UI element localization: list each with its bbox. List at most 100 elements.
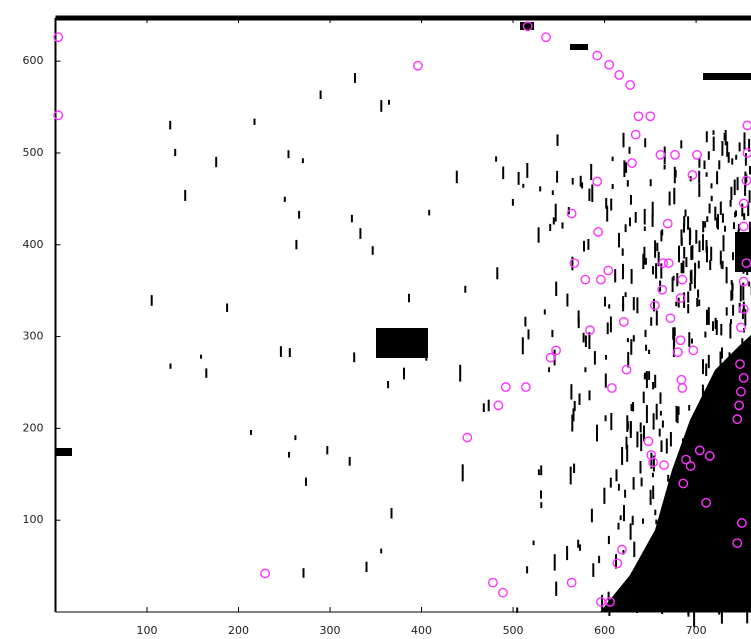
pixel-run	[348, 456, 351, 466]
corner-point	[53, 110, 64, 121]
corner-point	[585, 325, 595, 336]
pixel-run	[675, 301, 678, 307]
pixel-run	[464, 285, 467, 293]
pixel-run	[645, 590, 648, 605]
pixel-run	[643, 208, 646, 225]
pixel-run	[606, 205, 609, 222]
blob	[570, 44, 588, 50]
pixel-run	[428, 209, 431, 216]
pixel-run	[522, 183, 525, 188]
pixel-run	[721, 141, 724, 156]
corner-point	[630, 129, 641, 140]
pixel-run	[403, 367, 405, 380]
pixel-run	[697, 289, 700, 298]
pixel-run	[738, 523, 741, 541]
y-tick-label: 300	[23, 330, 44, 343]
pixel-run	[705, 406, 708, 413]
pixel-run	[748, 250, 751, 257]
pixel-run	[746, 607, 749, 624]
pixel-run	[630, 339, 633, 355]
pixel-run	[709, 581, 712, 596]
corner-point	[672, 347, 683, 358]
pixel-run	[664, 579, 667, 597]
pixel-run	[730, 431, 733, 446]
pixel-run	[571, 414, 574, 432]
pixel-run	[718, 160, 721, 170]
pixel-run	[655, 310, 658, 326]
corner-point	[566, 208, 577, 219]
pixel-run	[639, 461, 642, 474]
pixel-run	[408, 293, 410, 303]
pixel-run	[745, 519, 748, 537]
corner-point	[675, 335, 686, 346]
pixel-run	[748, 190, 751, 203]
pixel-run	[729, 323, 732, 339]
blob	[520, 22, 534, 30]
pixel-run	[543, 309, 546, 315]
pixel-run	[671, 277, 674, 292]
pixel-run	[294, 435, 297, 441]
pixel-run	[636, 297, 639, 314]
pixel-run	[643, 246, 646, 265]
pixel-run	[725, 266, 728, 284]
corner-point	[603, 265, 614, 276]
pixel-run	[721, 566, 724, 575]
pixel-run	[632, 297, 635, 311]
y-tick-label: 200	[23, 421, 44, 434]
pixel-run	[726, 141, 729, 157]
corner-point	[732, 414, 743, 425]
pixel-run	[744, 259, 747, 270]
pixel-run	[587, 239, 590, 250]
pixel-run	[553, 554, 556, 571]
pixel-run	[390, 508, 393, 519]
pixel-run	[714, 317, 717, 329]
pixel-run	[577, 310, 580, 324]
pixel-run	[205, 368, 208, 378]
pixel-run	[705, 172, 708, 177]
pixel-run	[688, 332, 691, 347]
pixel-run	[673, 327, 676, 336]
corner-point	[596, 597, 606, 607]
pixel-run	[659, 410, 662, 416]
pixel-run	[680, 229, 683, 245]
pixel-run	[737, 449, 740, 466]
pixel-run	[741, 338, 744, 346]
pixel-run	[605, 198, 608, 209]
corner-point	[633, 111, 644, 122]
pixel-run	[682, 442, 685, 452]
pixel-run	[150, 295, 153, 306]
corner-point	[676, 374, 687, 385]
corner-point	[738, 372, 749, 383]
pixel-run	[619, 515, 622, 521]
pixel-run	[582, 332, 585, 343]
pixel-run	[588, 332, 591, 349]
pixel-run	[288, 451, 290, 458]
pixel-run	[702, 359, 704, 375]
pixel-run	[548, 367, 551, 373]
pixel-run	[736, 177, 739, 191]
pixel-run	[683, 246, 686, 259]
pixel-run	[729, 587, 732, 592]
corner-point	[658, 258, 669, 269]
pixel-run	[712, 321, 714, 331]
pixel-run	[720, 323, 723, 336]
corner-point	[736, 322, 746, 333]
pixel-run	[608, 600, 611, 616]
pixel-run	[644, 257, 647, 265]
corner-point	[607, 383, 617, 393]
x-tick-label: 500	[503, 624, 524, 637]
pixel-run	[540, 502, 543, 509]
pixel-run	[555, 581, 558, 596]
pixel-run	[747, 415, 749, 425]
pixel-run	[569, 466, 572, 485]
pixel-run	[621, 248, 624, 256]
pixel-run	[577, 539, 580, 548]
pixel-run	[169, 120, 172, 130]
pixel-run	[741, 461, 744, 476]
pixel-run	[668, 191, 671, 206]
pixel-run	[713, 398, 716, 411]
pixel-run	[727, 152, 730, 163]
pixel-run	[728, 352, 731, 364]
pixel-run	[714, 535, 717, 549]
pixel-run	[250, 430, 252, 435]
